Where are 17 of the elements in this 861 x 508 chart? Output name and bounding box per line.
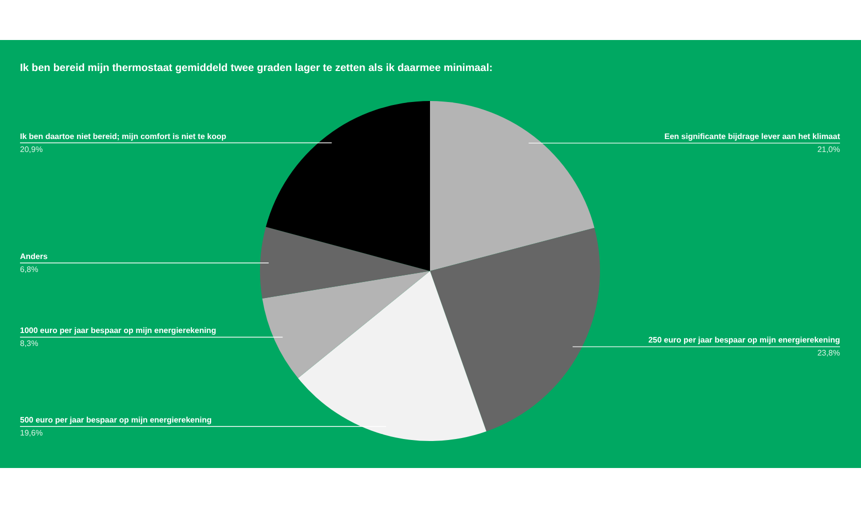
pie-slice <box>298 271 486 441</box>
slice-label: 250 euro per jaar bespaar op mijn energierekening <box>648 336 840 345</box>
data-label: 21,0% <box>817 145 840 154</box>
slice-label: Ik ben daartoe niet bereid; mijn comfort is niet te koop <box>20 132 226 141</box>
chart-title: Ik ben bereid mijn thermostaat gemiddeld twee graden lager te zetten als ik daarmee minimaal: <box>20 62 493 74</box>
pie-slice <box>430 101 594 271</box>
data-label: 8,3% <box>20 339 38 348</box>
pie-slice <box>262 271 430 378</box>
slice-label: Anders <box>20 252 48 261</box>
data-label: 23,8% <box>817 348 840 358</box>
pie-slice <box>266 101 430 271</box>
slice-label: Een significante bijdrage lever aan het klimaat <box>664 132 840 142</box>
data-label: 19,6% <box>20 428 43 438</box>
slice-label: 1000 euro per jaar bespaar op mijn energierekening <box>20 326 216 336</box>
data-label: 6,8% <box>20 264 38 274</box>
data-label: 20,9% <box>20 144 43 154</box>
slice-label: 500 euro per jaar bespaar op mijn energierekening <box>20 415 212 424</box>
